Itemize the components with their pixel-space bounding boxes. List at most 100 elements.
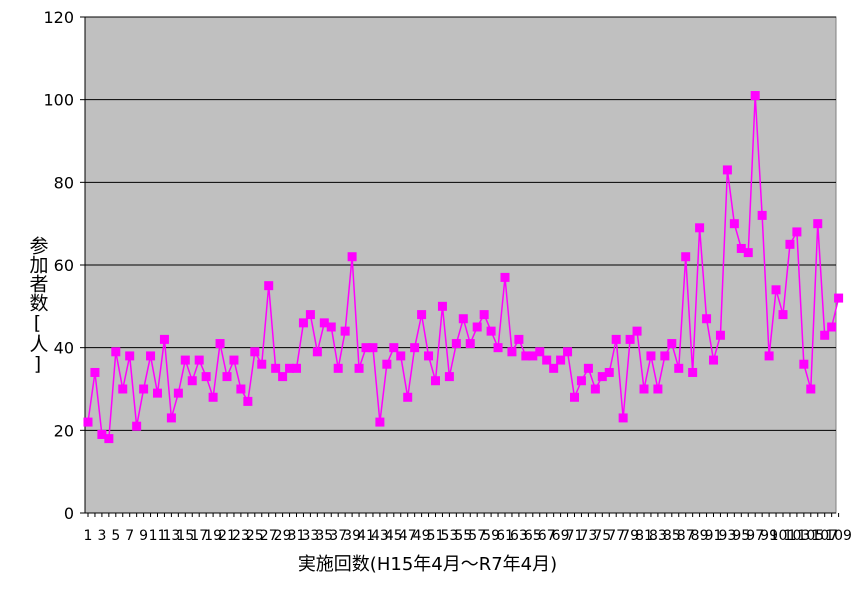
x-tick-label: 39 [343, 528, 361, 544]
data-point [549, 363, 559, 373]
data-point [625, 334, 635, 344]
data-point [521, 351, 531, 361]
x-tick-label: 33 [301, 528, 319, 544]
x-tick-label: 51 [427, 528, 445, 544]
x-tick-label: 7 [125, 528, 134, 544]
data-point [90, 367, 100, 377]
data-point [792, 227, 802, 237]
data-point [146, 351, 156, 361]
data-point [410, 343, 420, 353]
data-point [173, 388, 183, 398]
data-point [187, 376, 197, 386]
data-point [250, 347, 260, 357]
x-tick-label: 25 [246, 528, 264, 544]
data-point [500, 272, 510, 282]
x-tick-label: 77 [607, 528, 625, 544]
data-point [444, 372, 454, 382]
data-point [222, 372, 232, 382]
x-tick-label: 43 [371, 528, 389, 544]
x-tick-label: 9 [139, 528, 148, 544]
data-point [153, 388, 162, 398]
data-point [229, 355, 239, 365]
data-point [132, 421, 142, 431]
x-tick-label: 105 [797, 528, 824, 544]
data-point [340, 326, 350, 336]
data-point [764, 351, 774, 361]
data-point [660, 351, 670, 361]
x-tick-label: 91 [705, 528, 723, 544]
data-point [820, 330, 830, 340]
x-tick-label: 5 [111, 528, 120, 544]
y-tick-label: 120 [43, 8, 74, 27]
x-tick-label: 97 [746, 528, 764, 544]
data-point [653, 384, 663, 394]
x-tick-label: 11 [149, 528, 167, 544]
data-point [437, 301, 447, 311]
x-tick-label: 65 [524, 528, 542, 544]
data-point [403, 392, 413, 402]
x-tick-label: 61 [496, 528, 514, 544]
x-tick-label: 81 [635, 528, 653, 544]
x-tick-label: 55 [454, 528, 472, 544]
data-point [424, 351, 434, 361]
data-point [542, 355, 552, 365]
data-point [375, 417, 385, 427]
data-point [639, 384, 649, 394]
data-point [688, 367, 698, 377]
y-tick-label: 80 [54, 173, 74, 192]
y-tick-label: 100 [43, 91, 74, 110]
data-point [695, 223, 705, 233]
data-point [104, 434, 114, 444]
data-point [271, 363, 281, 373]
data-point [632, 326, 642, 336]
data-point [486, 326, 496, 336]
data-point [451, 339, 461, 349]
data-point [139, 384, 149, 394]
x-tick-label: 101 [770, 528, 797, 544]
x-tick-label: 59 [482, 528, 500, 544]
data-point [715, 330, 725, 340]
x-tick-label: 67 [538, 528, 556, 544]
x-tick-label: 75 [593, 528, 611, 544]
data-point [118, 384, 128, 394]
x-tick-label: 1 [84, 528, 93, 544]
data-point [702, 314, 712, 324]
data-point [590, 384, 600, 394]
data-point [827, 322, 837, 332]
x-tick-label: 19 [204, 528, 222, 544]
data-point [278, 372, 288, 382]
data-point [646, 351, 656, 361]
x-tick-label: 17 [190, 528, 208, 544]
y-axis-ticks: 0 20 40 60 80 100 120 [43, 8, 85, 523]
y-tick-label: 20 [54, 421, 74, 440]
x-tick-label: 107 [811, 528, 838, 544]
data-point [382, 359, 392, 369]
data-point [576, 376, 586, 386]
x-tick-label: 35 [315, 528, 333, 544]
data-point [528, 351, 538, 361]
data-point [472, 322, 482, 332]
data-point [292, 363, 301, 373]
x-tick-label: 53 [440, 528, 458, 544]
data-point [799, 359, 809, 369]
x-tick-label: 29 [274, 528, 292, 544]
data-point [563, 347, 573, 357]
data-point [326, 322, 336, 332]
x-tick-label: 99 [760, 528, 778, 544]
data-point [243, 396, 253, 406]
data-point [236, 384, 246, 394]
data-point [201, 372, 211, 382]
data-point [813, 219, 823, 229]
x-tick-label: 45 [385, 528, 403, 544]
data-point [264, 281, 274, 291]
data-point [166, 413, 176, 423]
data-point [507, 347, 517, 357]
x-tick-label: 71 [566, 528, 584, 544]
data-point [431, 376, 440, 386]
x-tick-label: 3 [97, 528, 106, 544]
data-point [215, 339, 225, 349]
x-tick-label: 109 [825, 528, 852, 544]
y-tick-label: 0 [64, 504, 74, 523]
x-axis-ticks: 1 3 5 7 9 11131517192123252729313335373941434… [84, 513, 852, 544]
